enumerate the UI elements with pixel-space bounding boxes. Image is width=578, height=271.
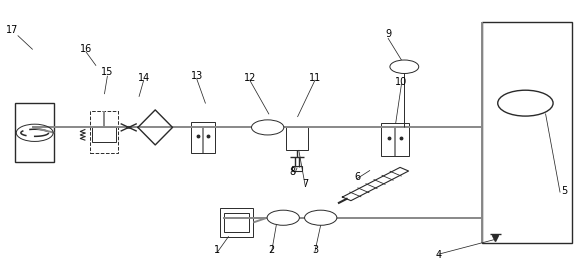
Text: 5: 5 (561, 186, 568, 196)
Text: 15: 15 (101, 67, 113, 77)
Bar (191, 122, 215, 153)
Text: 11: 11 (309, 73, 321, 83)
Circle shape (305, 210, 337, 225)
Bar (286, 127, 308, 150)
Bar (15, 103, 54, 162)
Text: 16: 16 (80, 44, 92, 54)
Text: 10: 10 (395, 77, 407, 86)
Text: 7: 7 (302, 179, 308, 189)
Text: 17: 17 (6, 25, 18, 35)
Text: 6: 6 (354, 172, 360, 182)
Bar (482, 22, 572, 243)
Text: 2: 2 (269, 245, 275, 255)
Text: 4: 4 (436, 250, 442, 260)
Text: 14: 14 (138, 73, 150, 83)
Bar (224, 213, 249, 232)
Bar (92, 127, 116, 142)
Bar (90, 111, 118, 153)
Text: 9: 9 (385, 29, 391, 39)
Text: 1: 1 (214, 245, 221, 255)
Bar (381, 123, 409, 156)
Text: 13: 13 (191, 71, 203, 81)
Circle shape (267, 210, 299, 225)
Bar (292, 166, 302, 170)
Text: 12: 12 (243, 73, 256, 83)
Text: 8: 8 (290, 167, 295, 177)
Bar (220, 208, 253, 237)
Circle shape (390, 60, 418, 73)
Text: 3: 3 (312, 245, 318, 255)
Circle shape (251, 120, 284, 135)
Polygon shape (342, 167, 409, 201)
Circle shape (498, 90, 553, 116)
